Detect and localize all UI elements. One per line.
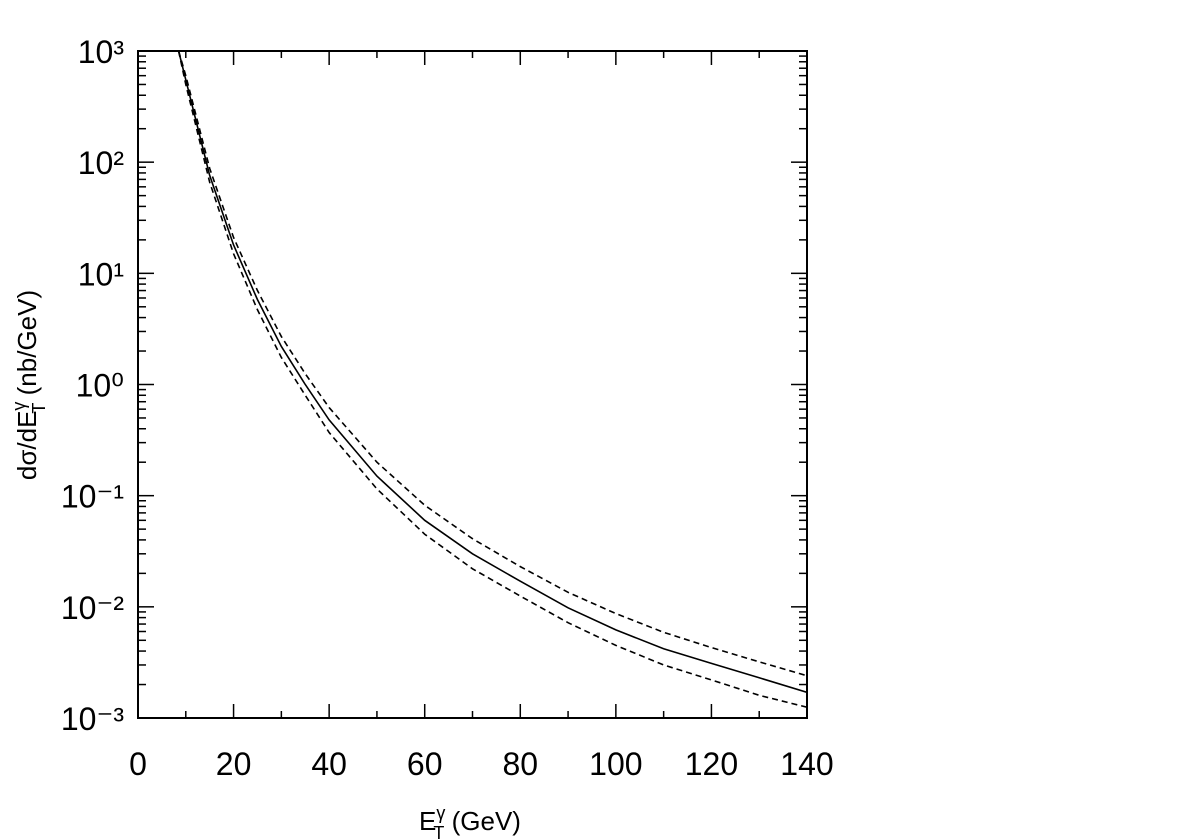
- x-label-rest: (GeV): [444, 806, 521, 836]
- x-tick-label: 40: [311, 746, 347, 782]
- x-tick-label: 120: [685, 746, 738, 782]
- y-label-rest: (nb/GeV): [12, 290, 42, 403]
- x-tick-label: 60: [407, 746, 443, 782]
- y-label-base: dσ/dE: [12, 411, 42, 481]
- y-label-sup: γ: [9, 402, 29, 411]
- y-tick-label: 10⁻²: [61, 590, 124, 626]
- x-tick-label: 0: [129, 746, 147, 782]
- y-tick-label: 10²: [78, 145, 125, 181]
- y-label-sub: T: [29, 403, 49, 414]
- x-tick-label: 20: [216, 746, 252, 782]
- y-tick-label: 10¹: [78, 256, 124, 292]
- y-tick-label: 10⁻¹: [61, 479, 124, 515]
- x-label-base: E: [419, 806, 436, 836]
- series-line: [177, 51, 807, 694]
- plot-frame: [137, 50, 808, 719]
- y-tick-label: 10⁰: [76, 368, 124, 404]
- x-axis-label: Eγ T (GeV): [419, 803, 521, 840]
- y-tick-label: 10³: [78, 34, 125, 70]
- y-tick-label: 10⁻³: [61, 701, 124, 737]
- series-line: [177, 51, 807, 709]
- x-label-sup: γ: [436, 803, 445, 823]
- x-label-sub: T: [433, 823, 444, 840]
- series-line: [177, 51, 807, 677]
- x-tick-label: 80: [502, 746, 538, 782]
- x-tick-label: 100: [589, 746, 642, 782]
- y-axis-label: dσ/dEγT (nb/GeV): [9, 290, 49, 480]
- x-tick-label: 140: [780, 746, 833, 782]
